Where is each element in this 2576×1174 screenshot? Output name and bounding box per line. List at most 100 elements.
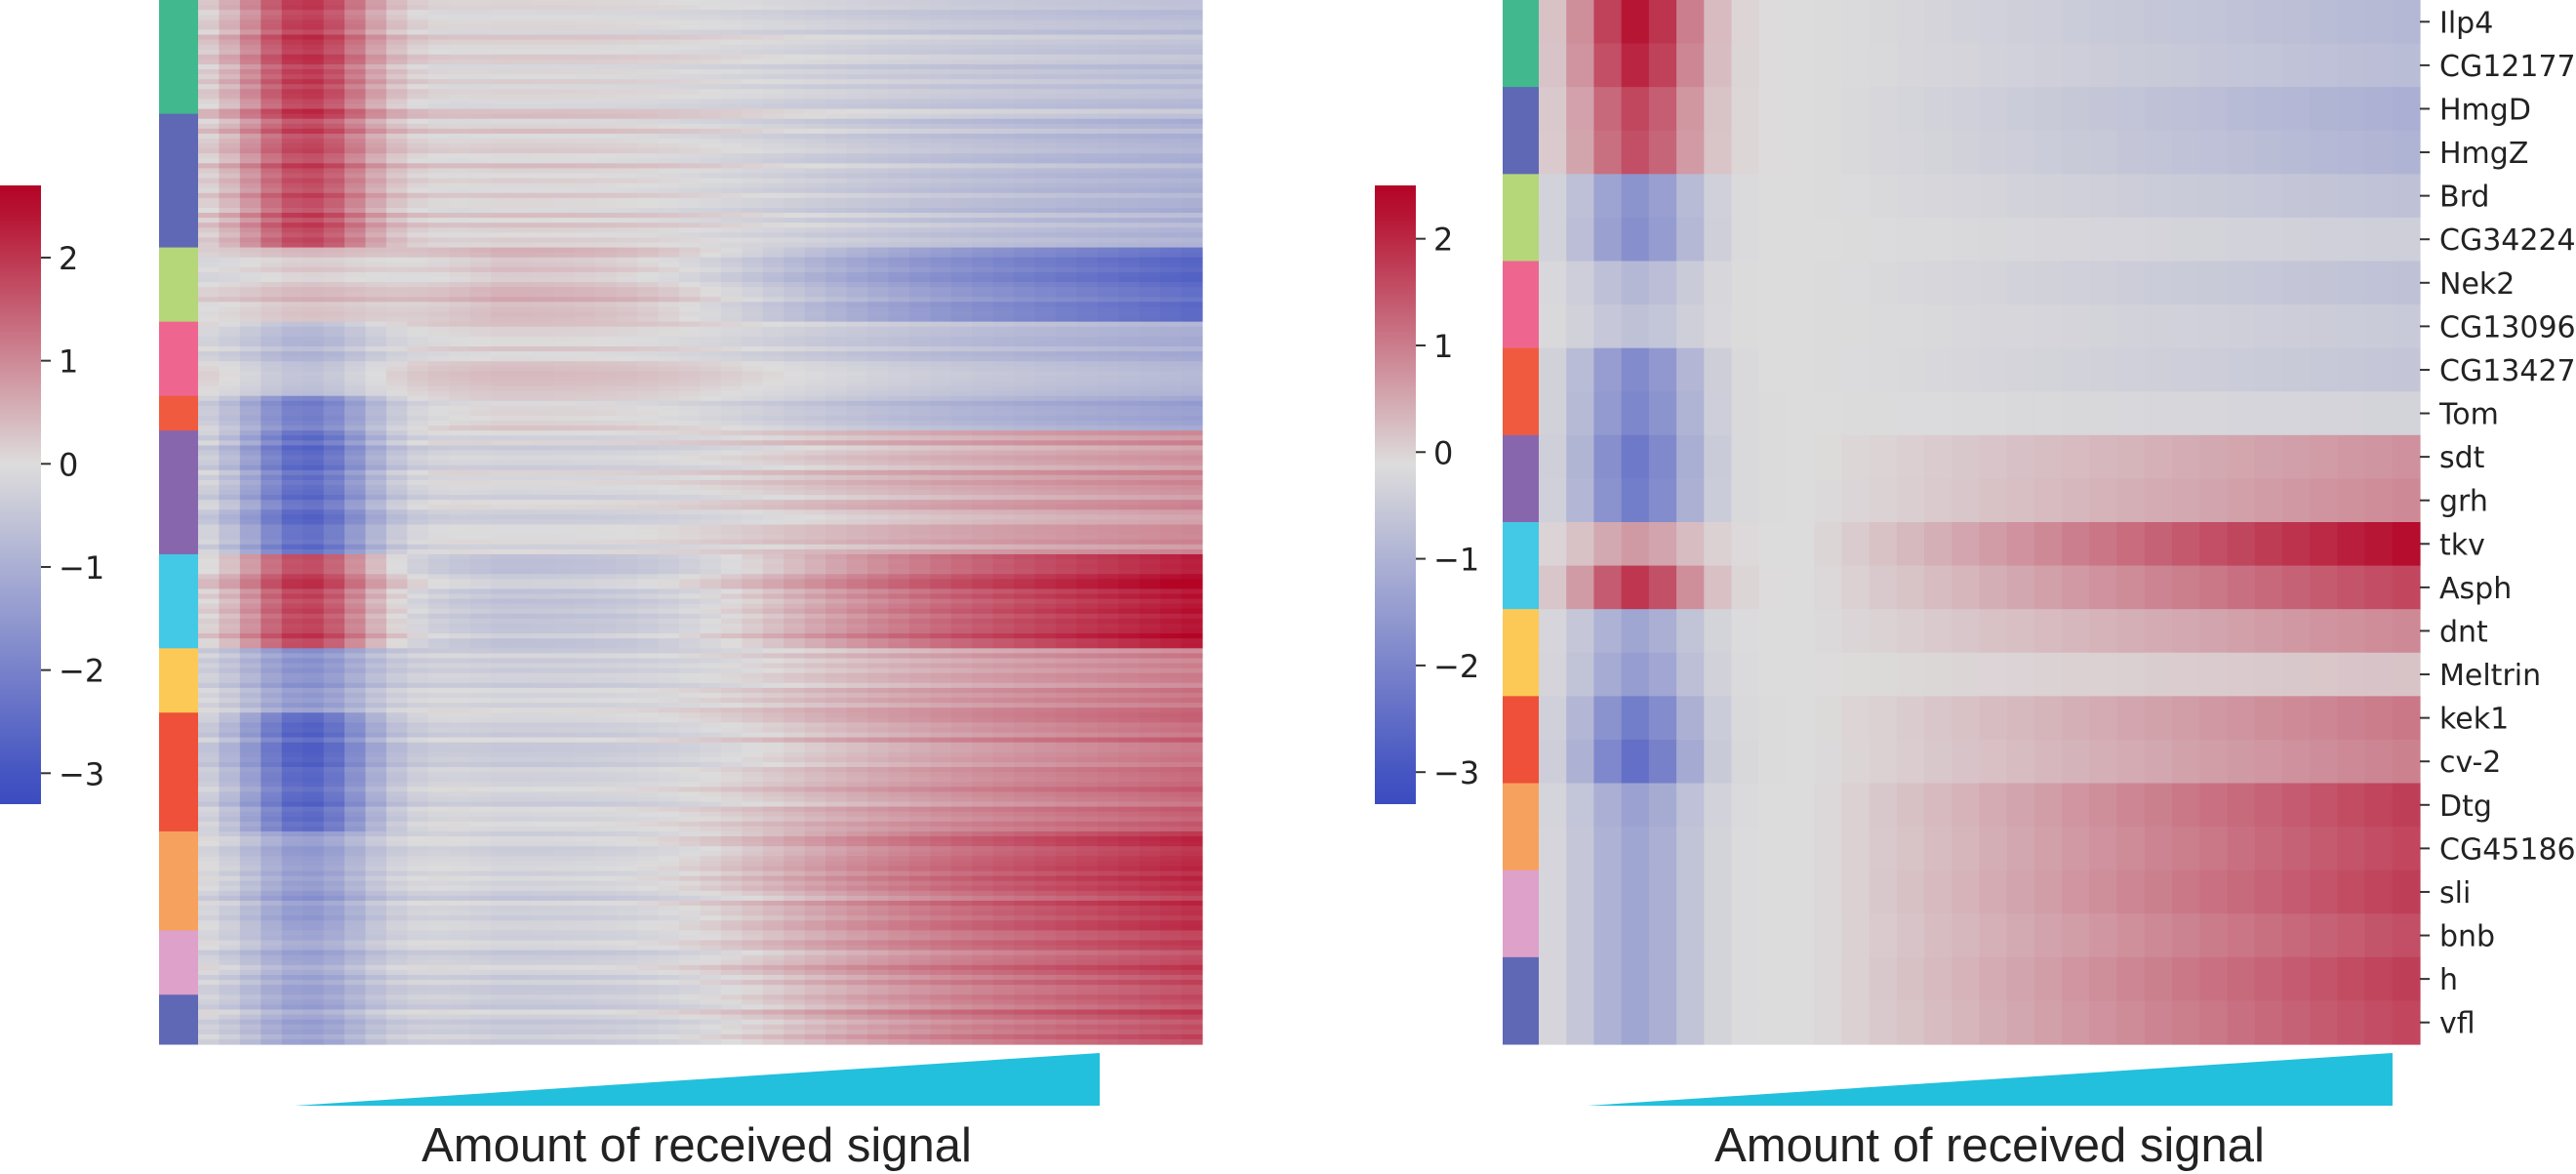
heatmap-cell xyxy=(784,143,806,149)
heatmap-cell xyxy=(1097,311,1119,318)
heatmap-cell xyxy=(1014,158,1036,164)
heatmap-cell xyxy=(762,292,785,298)
heatmap-cell xyxy=(261,182,283,189)
heatmap-cell xyxy=(595,192,618,199)
heatmap-cell xyxy=(385,297,408,303)
heatmap-cell xyxy=(385,133,408,140)
heatmap-cell xyxy=(784,163,806,170)
heatmap-cell xyxy=(804,405,826,412)
heatmap-cell xyxy=(449,450,471,457)
heatmap-cell xyxy=(449,84,471,90)
heatmap-cell xyxy=(261,94,283,101)
heatmap-cell xyxy=(720,10,743,16)
heatmap-cell xyxy=(198,376,221,383)
heatmap-cell xyxy=(700,20,722,25)
heatmap-cell xyxy=(1055,276,1077,283)
heatmap-cell xyxy=(1055,371,1077,378)
heatmap-cell xyxy=(720,5,743,11)
heatmap-cell xyxy=(491,495,513,501)
heatmap-cell xyxy=(1014,316,1036,323)
heatmap-cell xyxy=(469,345,492,352)
heatmap-cell xyxy=(720,84,743,90)
heatmap-cell xyxy=(867,311,890,318)
heatmap-cell xyxy=(1139,415,1161,422)
heatmap-cell xyxy=(553,227,576,233)
heatmap-cell xyxy=(511,202,534,209)
heatmap-cell xyxy=(219,94,241,101)
heatmap-cell xyxy=(595,218,618,223)
heatmap-cell xyxy=(511,207,534,214)
heatmap-cell xyxy=(407,311,429,318)
heatmap-cell xyxy=(700,207,722,214)
heatmap-cell xyxy=(302,297,325,303)
heatmap-cell xyxy=(261,89,283,95)
heatmap-cell xyxy=(888,311,910,318)
heatmap-cell xyxy=(1181,331,1203,338)
heatmap-cell xyxy=(762,168,785,175)
heatmap-cell xyxy=(1139,321,1161,328)
heatmap-cell xyxy=(762,223,785,228)
heatmap-cell xyxy=(469,158,492,164)
heatmap-cell xyxy=(239,54,262,61)
heatmap-cell xyxy=(784,118,806,125)
heatmap-cell xyxy=(1055,133,1077,140)
heatmap-cell xyxy=(1181,351,1203,357)
heatmap-cell xyxy=(679,84,702,90)
heatmap-cell xyxy=(888,469,910,476)
heatmap-cell xyxy=(762,163,785,170)
heatmap-cell xyxy=(1118,450,1141,457)
heatmap-cell xyxy=(992,202,1015,209)
heatmap-cell xyxy=(385,24,408,31)
heatmap-cell xyxy=(385,182,408,189)
heatmap-cell xyxy=(427,465,450,471)
heatmap-cell xyxy=(323,292,345,298)
heatmap-cell xyxy=(365,143,387,149)
heatmap-cell xyxy=(469,271,492,278)
heatmap-cell xyxy=(992,232,1015,239)
heatmap-cell xyxy=(1055,79,1077,85)
heatmap-cell xyxy=(365,390,387,397)
heatmap-cell xyxy=(846,138,868,144)
heatmap-cell xyxy=(700,143,722,149)
heatmap-cell xyxy=(219,287,241,293)
heatmap-cell xyxy=(742,282,764,288)
heatmap-cell xyxy=(972,495,994,501)
heatmap-cell xyxy=(972,500,994,506)
heatmap-cell xyxy=(616,495,638,501)
heatmap-cell xyxy=(344,400,367,407)
heatmap-cell xyxy=(239,405,262,412)
heatmap-cell xyxy=(261,113,283,120)
heatmap-cell xyxy=(1160,341,1183,347)
heatmap-cell xyxy=(1014,445,1036,452)
heatmap-cell xyxy=(491,197,513,204)
heatmap-cell xyxy=(574,192,596,199)
heatmap-cell xyxy=(637,440,660,446)
heatmap-cell xyxy=(846,326,868,333)
heatmap-cell xyxy=(950,282,973,288)
heatmap-cell xyxy=(553,306,576,313)
heatmap-cell xyxy=(595,143,618,149)
heatmap-cell xyxy=(616,376,638,383)
heatmap-cell xyxy=(491,182,513,189)
heatmap-cell xyxy=(323,297,345,303)
heatmap-cell xyxy=(553,326,576,333)
heatmap-cell xyxy=(972,218,994,223)
heatmap-cell xyxy=(846,173,868,180)
heatmap-cell xyxy=(1097,326,1119,333)
heatmap-cell xyxy=(407,247,429,254)
heatmap-cell xyxy=(1055,24,1077,31)
heatmap-cell xyxy=(700,153,722,159)
heatmap-cell xyxy=(992,326,1015,333)
heatmap-cell xyxy=(595,213,618,219)
heatmap-cell xyxy=(720,143,743,149)
heatmap-cell xyxy=(742,302,764,308)
heatmap-cell xyxy=(908,197,931,204)
heatmap-cell xyxy=(888,400,910,407)
heatmap-cell xyxy=(1055,465,1077,471)
heatmap-cell xyxy=(742,143,764,149)
heatmap-cell xyxy=(198,182,221,189)
heatmap-cell xyxy=(930,44,952,51)
heatmap-cell xyxy=(700,445,722,452)
heatmap-cell xyxy=(720,460,743,466)
heatmap-cell xyxy=(846,455,868,462)
